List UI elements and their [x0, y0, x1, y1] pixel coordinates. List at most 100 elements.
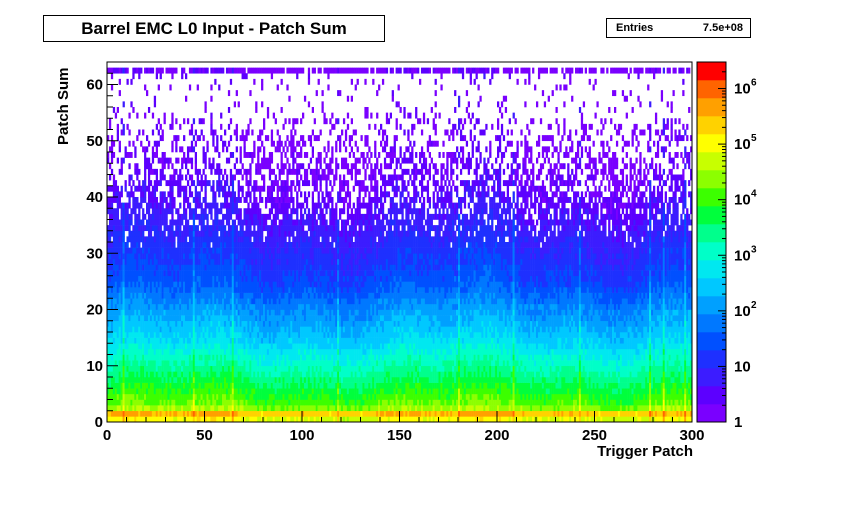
heatmap-cell	[167, 365, 170, 372]
heatmap-cell	[190, 225, 194, 232]
heatmap-cell	[134, 208, 137, 215]
heatmap-cell	[249, 399, 252, 406]
heatmap-cell	[190, 157, 194, 164]
heatmap-cell	[266, 157, 270, 164]
heatmap-cell	[153, 270, 157, 277]
heatmap-cell	[132, 354, 135, 361]
heatmap-cell	[179, 332, 182, 338]
heatmap-cell	[210, 208, 213, 215]
heatmap-cell	[167, 270, 170, 277]
heatmap-cell	[177, 337, 180, 344]
heatmap-cell	[307, 73, 311, 80]
heatmap-cell	[112, 185, 116, 192]
heatmap-cell	[305, 360, 309, 367]
heatmap-cell	[128, 270, 131, 277]
heatmap-cell	[249, 225, 252, 232]
heatmap-cell	[120, 326, 123, 333]
heatmap-cell	[200, 393, 203, 400]
heatmap-cell	[227, 360, 231, 367]
heatmap-cell	[305, 247, 309, 254]
heatmap-cell	[218, 405, 221, 412]
heatmap-cell	[181, 247, 184, 254]
heatmap-cell	[128, 247, 131, 254]
heatmap-cell	[153, 332, 157, 338]
heatmap-cell	[294, 264, 297, 271]
heatmap-cell	[159, 337, 162, 344]
heatmap-cell	[200, 348, 203, 355]
heatmap-cell	[186, 348, 190, 355]
heatmap-cell	[210, 371, 213, 378]
heatmap-cell	[274, 264, 277, 271]
heatmap-cell	[251, 382, 254, 389]
heatmap-cell	[118, 191, 121, 198]
heatmap-cell	[179, 371, 182, 378]
heatmap-cell	[122, 67, 125, 74]
heatmap-cell	[290, 219, 293, 226]
heatmap-cell	[229, 225, 233, 232]
heatmap-cell	[268, 377, 272, 383]
heatmap-cell	[309, 287, 313, 293]
heatmap-cell	[266, 242, 270, 248]
heatmap-cell	[300, 405, 303, 412]
heatmap-cell	[249, 315, 252, 322]
heatmap-cell	[159, 264, 162, 271]
heatmap-cell	[175, 332, 178, 338]
heatmap-cell	[128, 213, 131, 220]
heatmap-cell	[317, 348, 320, 355]
heatmap-cell	[278, 208, 281, 215]
heatmap-cell	[212, 129, 215, 136]
heatmap-cell	[302, 67, 305, 74]
heatmap-cell	[292, 225, 295, 232]
heatmap-cell	[171, 298, 174, 305]
heatmap-cell	[202, 382, 205, 389]
heatmap-cell	[272, 354, 275, 361]
heatmap-cell	[120, 253, 123, 260]
heatmap-cell	[235, 157, 238, 164]
heatmap-cell	[263, 185, 266, 192]
heatmap-cell	[284, 197, 287, 203]
heatmap-cell	[144, 287, 147, 293]
heatmap-cell	[169, 298, 172, 305]
heatmap-cell	[263, 303, 266, 310]
heatmap-cell	[216, 275, 219, 282]
heatmap-cell	[249, 337, 252, 344]
heatmap-cell	[110, 135, 114, 142]
heatmap-cell	[206, 140, 209, 147]
heatmap-cell	[245, 258, 248, 265]
heatmap-cell	[157, 258, 160, 265]
heatmap-cell	[278, 258, 281, 265]
heatmap-cell	[253, 337, 256, 344]
heatmap-cell	[280, 309, 283, 316]
heatmap-cell	[146, 253, 149, 260]
heatmap-cell	[188, 247, 192, 254]
heatmap-cell	[294, 298, 297, 305]
heatmap-cell	[220, 320, 223, 327]
heatmap-cell	[118, 388, 121, 395]
heatmap-cell	[266, 337, 270, 344]
heatmap-cell	[286, 197, 289, 203]
heatmap-cell	[315, 135, 318, 142]
heatmap-cell	[212, 326, 215, 333]
heatmap-cell	[300, 213, 303, 220]
heatmap-cell	[110, 343, 114, 350]
heatmap-cell	[177, 135, 180, 142]
heatmap-cell	[298, 326, 301, 333]
heatmap-cell	[286, 343, 289, 350]
heatmap-cell	[120, 348, 123, 355]
heatmap-cell	[128, 405, 131, 412]
heatmap-cell	[163, 197, 166, 203]
heatmap-cell	[194, 253, 197, 260]
heatmap-cell	[190, 213, 194, 220]
heatmap-cell	[110, 247, 114, 254]
heatmap-cell	[185, 416, 188, 423]
heatmap-cell	[122, 416, 125, 423]
heatmap-cell	[290, 208, 293, 215]
heatmap-cell	[282, 225, 285, 232]
heatmap-cell	[124, 287, 127, 293]
heatmap-cell	[183, 287, 186, 293]
heatmap-cell	[112, 298, 116, 305]
heatmap-cell	[169, 410, 172, 417]
heatmap-cell	[300, 146, 303, 153]
heatmap-cell	[169, 157, 172, 164]
heatmap-cell	[132, 270, 135, 277]
